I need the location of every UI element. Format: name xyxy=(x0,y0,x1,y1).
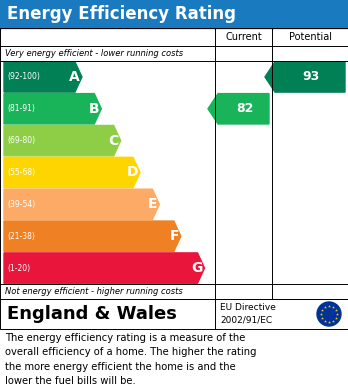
Text: C: C xyxy=(108,134,119,148)
Text: 93: 93 xyxy=(302,70,319,83)
Text: (1-20): (1-20) xyxy=(7,264,30,273)
Polygon shape xyxy=(265,62,345,92)
Text: 82: 82 xyxy=(236,102,253,115)
Polygon shape xyxy=(4,253,205,283)
Text: (21-38): (21-38) xyxy=(7,232,35,241)
Bar xyxy=(0,0,348,28)
Text: (69-80): (69-80) xyxy=(7,136,35,145)
Text: (55-68): (55-68) xyxy=(7,168,35,177)
Text: England & Wales: England & Wales xyxy=(7,305,177,323)
Bar xyxy=(0,28,348,299)
Text: D: D xyxy=(127,165,138,179)
Polygon shape xyxy=(4,62,82,92)
Text: Current: Current xyxy=(225,32,262,42)
Polygon shape xyxy=(4,126,121,156)
Text: (81-91): (81-91) xyxy=(7,104,35,113)
Text: Not energy efficient - higher running costs: Not energy efficient - higher running co… xyxy=(5,287,183,296)
Text: B: B xyxy=(89,102,99,116)
Text: E: E xyxy=(148,197,157,212)
Text: Energy Efficiency Rating: Energy Efficiency Rating xyxy=(7,5,236,23)
Text: A: A xyxy=(69,70,80,84)
Circle shape xyxy=(317,302,341,326)
Text: Potential: Potential xyxy=(288,32,332,42)
Bar xyxy=(0,299,348,329)
Text: F: F xyxy=(169,229,179,243)
Text: EU Directive
2002/91/EC: EU Directive 2002/91/EC xyxy=(220,303,276,325)
Polygon shape xyxy=(4,189,159,219)
Text: (39-54): (39-54) xyxy=(7,200,35,209)
Polygon shape xyxy=(4,157,140,188)
Text: G: G xyxy=(191,261,203,275)
Polygon shape xyxy=(4,221,181,251)
Text: Very energy efficient - lower running costs: Very energy efficient - lower running co… xyxy=(5,49,183,58)
Text: The energy efficiency rating is a measure of the
overall efficiency of a home. T: The energy efficiency rating is a measur… xyxy=(5,333,256,386)
Polygon shape xyxy=(208,93,269,124)
Polygon shape xyxy=(4,93,101,124)
Text: (92-100): (92-100) xyxy=(7,72,40,81)
